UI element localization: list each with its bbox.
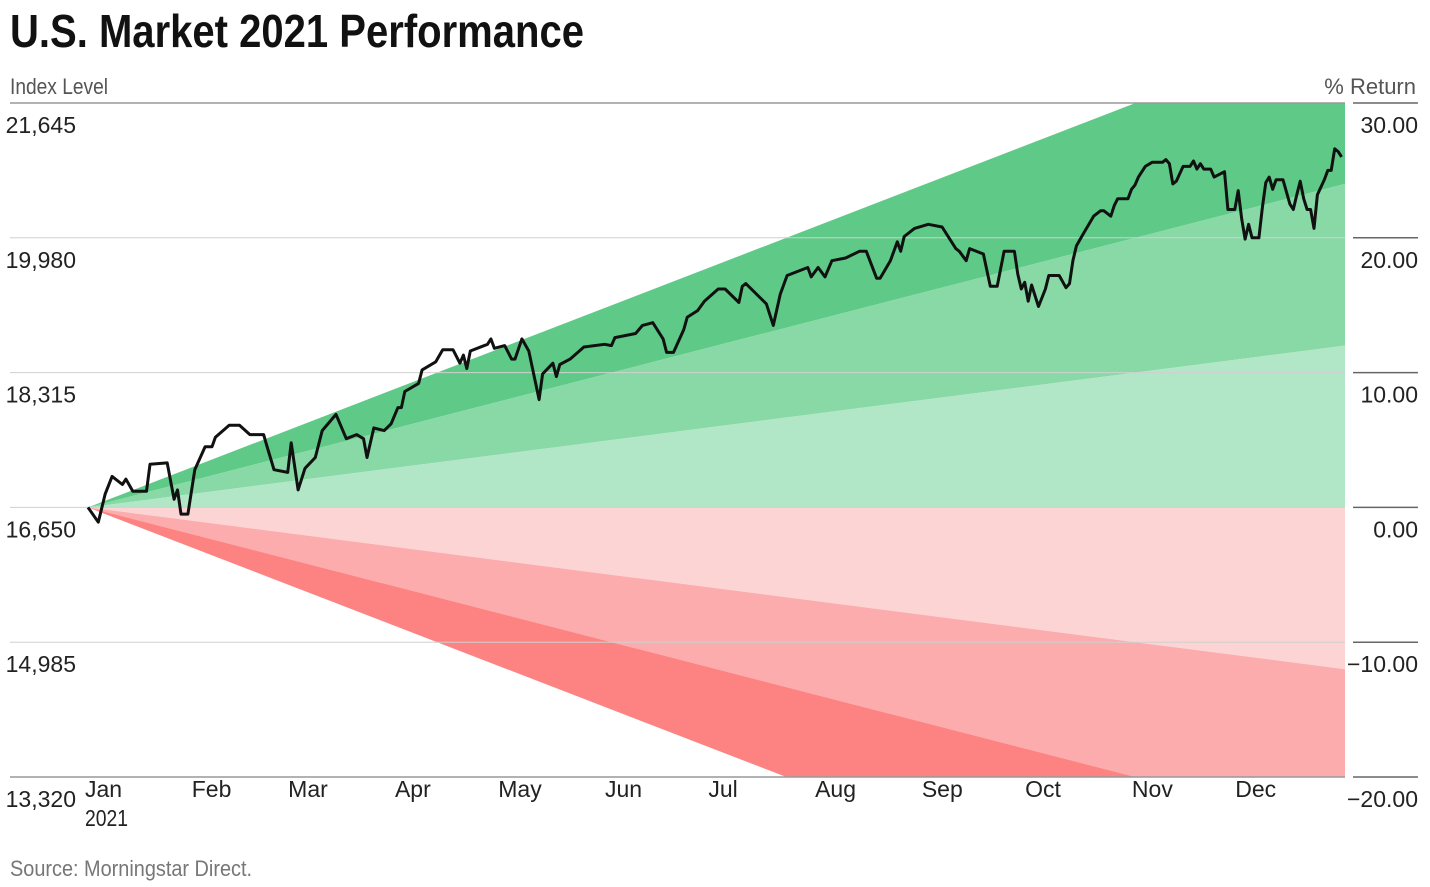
right-tick-label: −10.00 [1347, 651, 1418, 677]
right-tick-label: 0.00 [1373, 516, 1418, 542]
left-tick-label: 14,985 [6, 651, 76, 677]
left-axis-label: Index Level [10, 74, 108, 99]
right-tick-label: −20.00 [1347, 786, 1418, 812]
x-tick-label: Mar [288, 776, 328, 802]
left-tick-label: 13,320 [6, 786, 76, 812]
x-tick-label: Feb [192, 776, 232, 802]
x-tick-label: Jun [605, 776, 642, 802]
gridlines [10, 102, 1418, 778]
x-tick-label: Jul [708, 776, 737, 802]
x-tick-label: May [498, 776, 542, 802]
x-tick-label: Nov [1132, 776, 1173, 802]
right-tick-label: 30.00 [1360, 112, 1418, 138]
loss-band [88, 507, 1345, 670]
axis-ticks: 21,645 30.00 19,980 20.00 18,315 10.00 16,650 0… [6, 112, 1418, 812]
x-year-label: 2021 [85, 805, 128, 831]
source-note: Source: Morningstar Direct. [10, 856, 252, 881]
left-tick-label: 18,315 [6, 382, 76, 408]
right-tick-label: 10.00 [1360, 382, 1418, 408]
x-tick-label: Jan [85, 776, 122, 802]
index-line [86, 147, 1343, 524]
left-tick-label: 16,650 [6, 516, 76, 542]
left-tick-label: 21,645 [6, 112, 76, 138]
right-tick-label: 20.00 [1360, 247, 1418, 273]
right-axis-label: % Return [1324, 74, 1416, 99]
x-tick-label: Sep [922, 776, 963, 802]
gain-band [88, 183, 1345, 508]
x-tick-label: Aug [815, 776, 856, 802]
gain-band [88, 345, 1345, 508]
x-tick-label: Dec [1235, 776, 1276, 802]
return-bands [88, 103, 1345, 777]
x-tick-label: Apr [395, 776, 431, 802]
chart-title: U.S. Market 2021 Performance [10, 5, 584, 57]
left-tick-label: 19,980 [6, 247, 76, 273]
x-tick-label: Oct [1025, 776, 1061, 802]
